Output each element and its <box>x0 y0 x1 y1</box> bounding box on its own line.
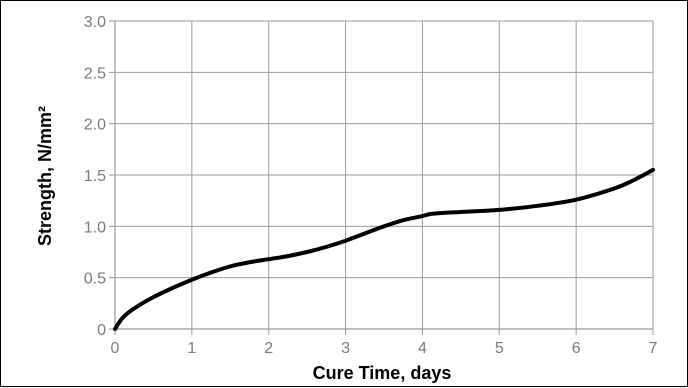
y-tick-label-1: 0.5 <box>84 271 106 288</box>
x-tick-label-3: 3 <box>341 340 350 357</box>
y-tick-label-5: 2.5 <box>84 65 106 82</box>
y-tick-labels: 0 0.5 1.0 1.5 2.0 2.5 3.0 <box>84 14 106 339</box>
x-tick-label-7: 7 <box>649 340 658 357</box>
axes <box>114 21 653 330</box>
x-tick-label-6: 6 <box>572 340 581 357</box>
series-lines <box>113 167 655 331</box>
y-tick-label-3: 1.5 <box>84 168 106 185</box>
y-tick-label-6: 3.0 <box>84 14 106 31</box>
x-axis-title: Cure Time, days <box>313 363 452 383</box>
y-axis-title: Strength, N/mm² <box>35 106 55 246</box>
x-tick-label-4: 4 <box>418 340 427 357</box>
x-tick-labels: 0 1 2 3 4 5 6 7 <box>111 340 658 357</box>
y-tick-label-4: 2.0 <box>84 117 106 134</box>
y-tick-label-2: 1.0 <box>84 219 106 236</box>
series-line-0 <box>113 167 655 331</box>
x-tick-label-1: 1 <box>187 340 196 357</box>
y-tick-label-0: 0 <box>97 322 106 339</box>
x-tick-label-2: 2 <box>264 340 273 357</box>
x-tick-label-5: 5 <box>495 340 504 357</box>
x-tick-label-0: 0 <box>111 340 120 357</box>
grid-lines <box>109 20 654 335</box>
